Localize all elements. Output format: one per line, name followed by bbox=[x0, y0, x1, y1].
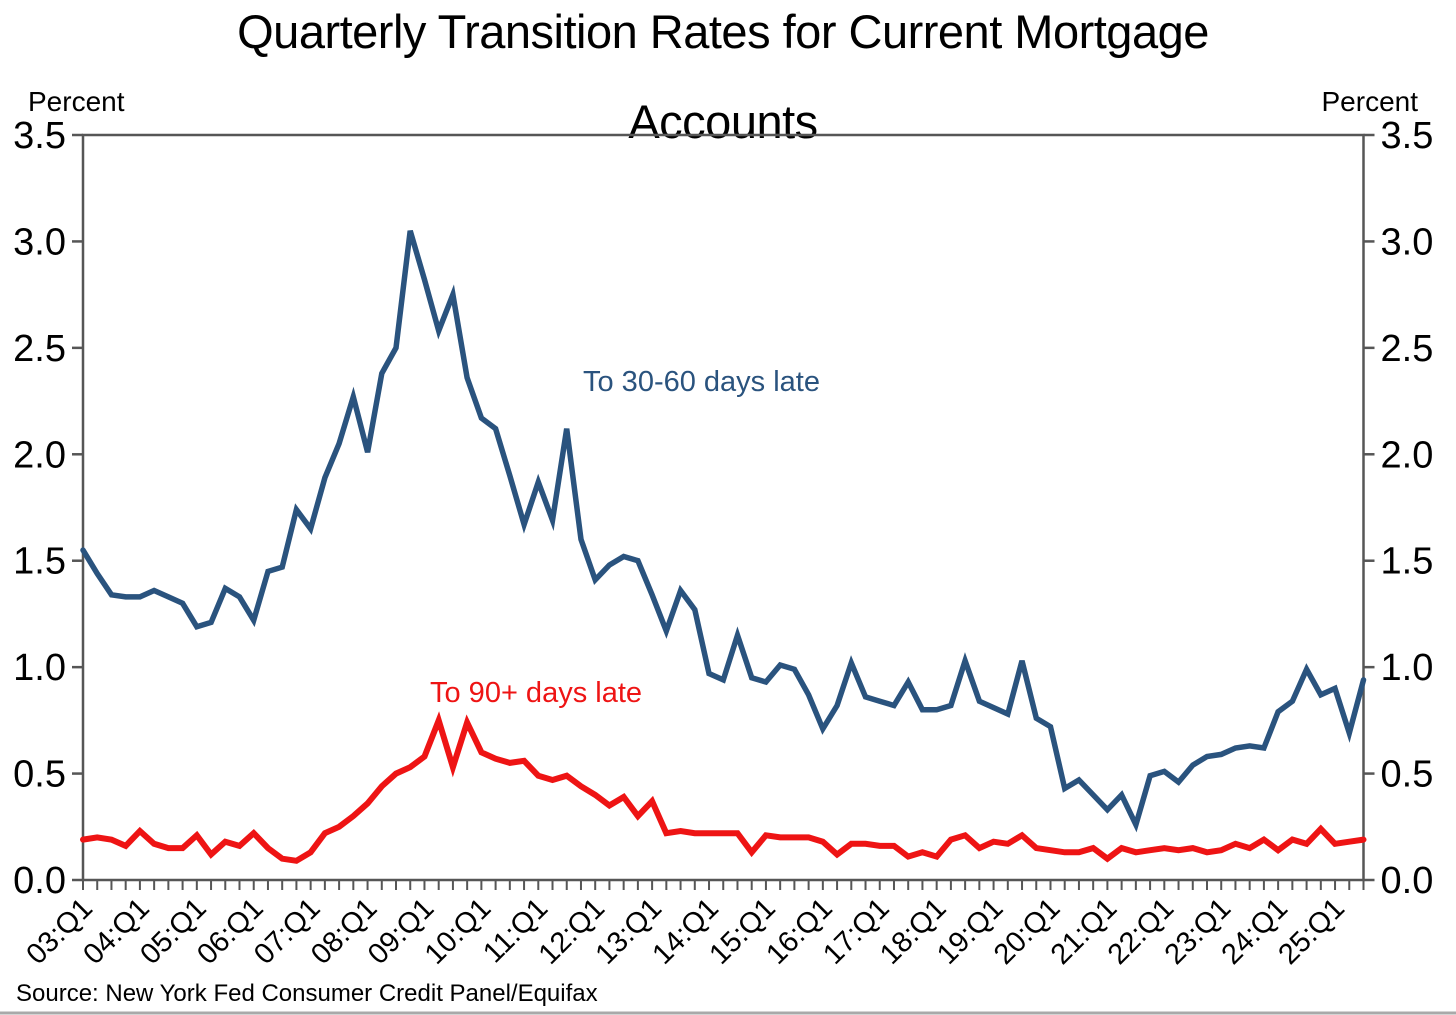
y-axis-label-left: 3.0 bbox=[13, 221, 66, 263]
y-axis-label-left: 1.0 bbox=[13, 647, 66, 689]
series-line-90plus-days bbox=[80, 711, 1367, 864]
series-label-30-60-days: To 30-60 days late bbox=[583, 366, 820, 398]
y-axis-label-left: 2.0 bbox=[13, 434, 66, 476]
x-axis-label: 10:Q1 bbox=[419, 892, 497, 970]
x-axis-label: 25:Q1 bbox=[1273, 892, 1351, 970]
y-axis-label-right: 3.5 bbox=[1381, 115, 1434, 157]
y-axis-label-right: 0.5 bbox=[1381, 754, 1434, 796]
y-axis-label-left: 2.5 bbox=[13, 328, 66, 370]
y-axis-label-right: 3.0 bbox=[1381, 221, 1434, 263]
plot-border bbox=[81, 133, 1365, 882]
y-axis-label-left: 0.0 bbox=[13, 860, 66, 902]
y-axis-label-right: 1.5 bbox=[1381, 541, 1434, 583]
annotation-layer: To 30-60 days late To 90+ days late bbox=[430, 366, 820, 709]
y-axis-label-right: 2.0 bbox=[1381, 434, 1434, 476]
y-axis-label-left: 0.5 bbox=[13, 754, 66, 796]
y-axis-label-right: 2.5 bbox=[1381, 328, 1434, 370]
y-axis-label-left: 3.5 bbox=[13, 115, 66, 157]
series-label-90plus-days: To 90+ days late bbox=[430, 677, 642, 709]
source-note: Source: New York Fed Consumer Credit Pan… bbox=[16, 980, 598, 1007]
left-axis-unit-label: Percent bbox=[28, 86, 125, 117]
right-axis-unit-label: Percent bbox=[1322, 86, 1419, 117]
series-line-30-60-days bbox=[80, 230, 1367, 833]
chart-title-line2: Accounts bbox=[628, 95, 817, 148]
chart-title-line1: Quarterly Transition Rates for Current M… bbox=[237, 5, 1209, 58]
y-axis-label-left: 1.5 bbox=[13, 541, 66, 583]
series-layer bbox=[80, 230, 1367, 864]
y-axis-label-right: 1.0 bbox=[1381, 647, 1434, 689]
y-axis-label-right: 0.0 bbox=[1381, 860, 1434, 902]
